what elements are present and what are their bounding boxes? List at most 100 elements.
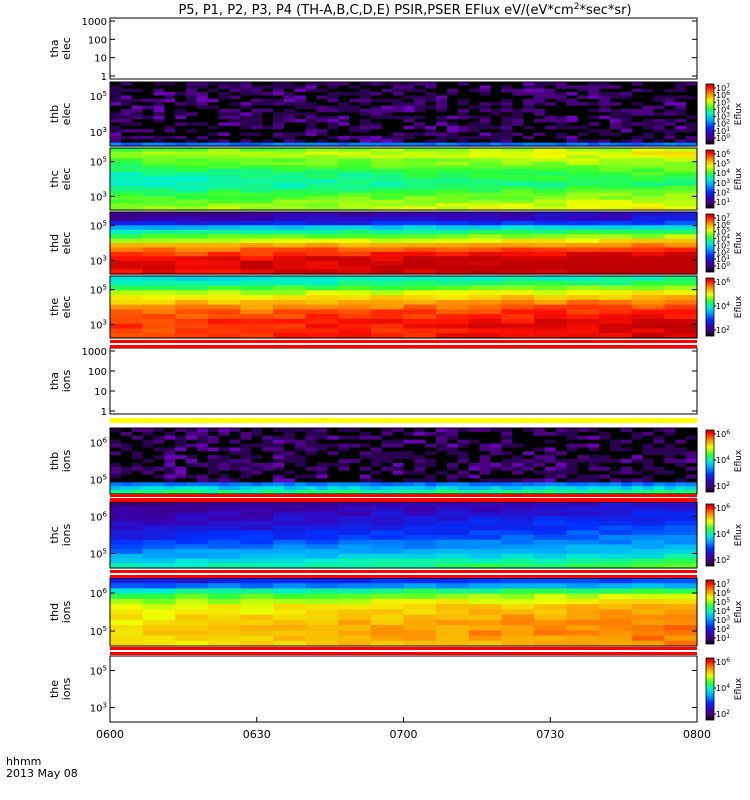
spectrogram-cell bbox=[218, 486, 231, 491]
spectrogram-cell bbox=[555, 132, 568, 137]
spectrogram-cell bbox=[403, 175, 437, 180]
spectrogram-cell bbox=[338, 92, 350, 97]
spectrogram-cell bbox=[262, 129, 274, 134]
spectrogram-cell bbox=[196, 98, 209, 103]
y-tick-label: 103 bbox=[90, 254, 107, 267]
spectrogram-cell bbox=[425, 139, 437, 144]
spectrogram-cell bbox=[588, 88, 600, 93]
spectrogram-cell bbox=[381, 478, 394, 483]
spectrogram-cell bbox=[664, 520, 698, 527]
spectrogram-cell bbox=[273, 108, 285, 113]
spectrogram-cell bbox=[490, 129, 502, 134]
spectrogram-cell bbox=[338, 185, 372, 190]
spectrogram-cell bbox=[142, 105, 155, 110]
spectrogram-cell bbox=[283, 105, 296, 110]
spectrogram-cell bbox=[392, 92, 405, 97]
spectrogram-cell bbox=[457, 129, 470, 134]
spectrogram-cell bbox=[207, 256, 242, 262]
spectrogram-cell bbox=[218, 119, 231, 124]
spectrogram-cell bbox=[186, 462, 198, 468]
spectrogram-cell bbox=[142, 285, 176, 291]
spectrogram-cell bbox=[664, 516, 698, 522]
spectrogram-cell bbox=[142, 85, 155, 90]
spectrogram-cell bbox=[218, 139, 231, 144]
spectrogram-cell bbox=[392, 135, 405, 140]
spectrogram-cell bbox=[675, 102, 687, 107]
colorbar-label: Eflux bbox=[734, 677, 744, 700]
spectrogram-cell bbox=[392, 122, 405, 127]
spectrogram-cell bbox=[370, 588, 405, 595]
spectrogram-cell bbox=[305, 189, 339, 194]
spectrogram-cell bbox=[533, 129, 546, 134]
spectrogram-cell bbox=[468, 502, 502, 508]
spectrogram-cell bbox=[403, 520, 437, 527]
spectrogram-cell bbox=[370, 280, 405, 287]
spectrogram-cell bbox=[544, 135, 557, 140]
spectrogram-cell bbox=[403, 125, 415, 130]
spectrogram-cell bbox=[131, 451, 144, 456]
spectrogram-cell bbox=[349, 428, 361, 433]
spectrogram-cell bbox=[555, 112, 568, 117]
spectrogram-cell bbox=[142, 318, 176, 325]
spectrogram-cell bbox=[392, 108, 405, 113]
spectrogram-cell bbox=[664, 309, 698, 315]
spectrogram-cell bbox=[240, 182, 274, 187]
spectrogram-cell bbox=[686, 455, 698, 460]
spectrogram-cell bbox=[403, 314, 437, 320]
spectrogram-cell bbox=[686, 92, 698, 97]
spectrogram-cell bbox=[305, 206, 339, 211]
spectrogram-cell bbox=[686, 135, 698, 140]
spectrogram-cell bbox=[240, 544, 274, 550]
spectrogram-cell bbox=[468, 462, 481, 468]
spectrogram-cell bbox=[490, 82, 502, 86]
spectrogram-cell bbox=[468, 309, 502, 315]
spectrogram-cell bbox=[631, 309, 665, 315]
spectrogram-cell bbox=[620, 142, 633, 147]
spectrogram-cell bbox=[664, 466, 676, 472]
y-tick-label: 10 bbox=[94, 387, 107, 398]
spectrogram-cell bbox=[120, 431, 133, 437]
spectrogram-cell bbox=[436, 115, 448, 120]
spectrogram-cell bbox=[338, 462, 350, 468]
spectrogram-cell bbox=[175, 206, 209, 211]
spectrogram-cell bbox=[425, 105, 437, 110]
spectrogram-cell bbox=[566, 466, 579, 472]
spectrogram-cell bbox=[370, 640, 405, 647]
spectrogram-cell bbox=[403, 299, 437, 306]
spectrogram-cell bbox=[370, 462, 383, 468]
spectrogram-cell bbox=[457, 135, 470, 140]
spectrogram-cell bbox=[566, 280, 600, 287]
spectrogram-cell bbox=[218, 490, 231, 495]
spectrogram-cell bbox=[175, 593, 209, 600]
spectrogram-cell bbox=[468, 328, 502, 334]
panel-label: thcions bbox=[48, 523, 73, 546]
spectrogram-cell bbox=[566, 199, 600, 204]
spectrogram-cell bbox=[533, 431, 546, 437]
spectrogram-cell bbox=[273, 216, 307, 222]
spectrogram-cell bbox=[468, 85, 481, 90]
spectrogram-cell bbox=[686, 439, 698, 445]
spectrogram-cell bbox=[403, 482, 415, 487]
spectrogram-cell bbox=[349, 132, 361, 137]
spectrogram-cell bbox=[273, 553, 307, 560]
spectrogram-cell bbox=[533, 196, 568, 201]
spectrogram-cell bbox=[599, 520, 633, 527]
spectrogram-cell bbox=[142, 119, 155, 124]
spectrogram-cell bbox=[131, 105, 144, 110]
spectrogram-cell bbox=[555, 455, 568, 460]
spectrogram-cell bbox=[664, 502, 698, 508]
spectrogram-cell bbox=[468, 220, 502, 226]
spectrogram-cell bbox=[642, 122, 655, 127]
spectrogram-cell bbox=[436, 299, 470, 306]
spectrogram-cell bbox=[457, 486, 470, 491]
spectrogram-cell bbox=[653, 478, 665, 483]
spectrogram-cell bbox=[436, 260, 470, 266]
spectrogram-cell bbox=[675, 88, 687, 93]
spectrogram-cell bbox=[370, 451, 383, 456]
spectrogram-cell bbox=[588, 115, 600, 120]
spectrogram-cell bbox=[327, 451, 339, 456]
spectrogram-cell bbox=[664, 447, 676, 452]
spectrogram-cell bbox=[512, 125, 524, 130]
spectrogram-cell bbox=[207, 304, 242, 310]
spectrogram-cell bbox=[403, 619, 437, 626]
